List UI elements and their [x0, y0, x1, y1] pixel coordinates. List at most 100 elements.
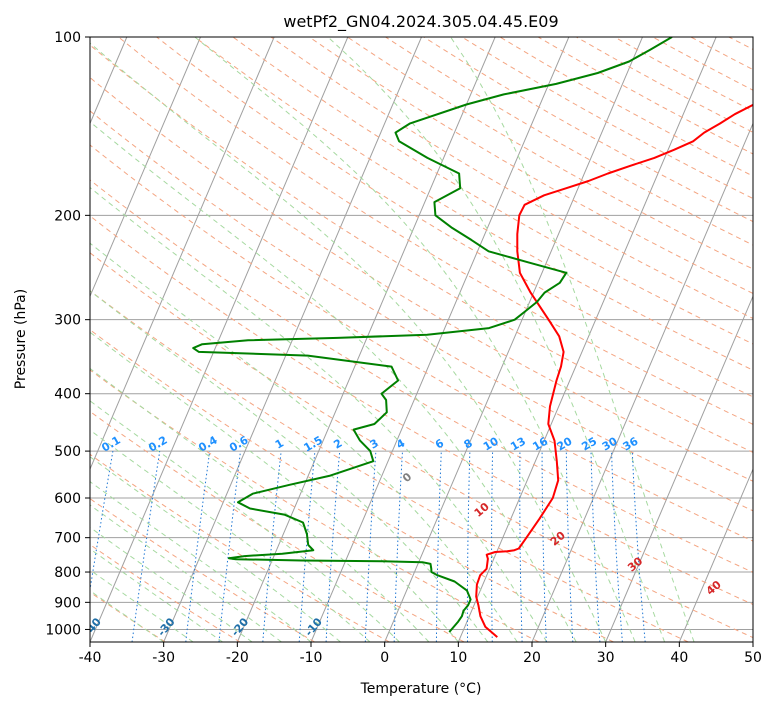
x-tick-label: -30	[152, 650, 175, 666]
dry-adiabat-label: -30	[155, 615, 178, 639]
dry-adiabat	[728, 37, 753, 50]
moist-adiabat	[90, 121, 577, 642]
isotherm	[678, 467, 753, 642]
dry-adiabat	[90, 369, 540, 642]
y-tick-label: 700	[54, 531, 81, 547]
temperature-line	[475, 103, 753, 638]
dry-adiabat	[576, 37, 753, 133]
x-tick-label: 30	[597, 650, 615, 666]
mixing-ratio-line	[298, 451, 316, 642]
moist-adiabat	[90, 400, 400, 642]
x-axis: -40 -30 -20 -10 0 10 20 30 40 50	[79, 642, 762, 666]
y-axis: 100 200 300 400 500 600 700 800 900 1000	[45, 30, 90, 638]
dry-adiabat	[90, 76, 753, 482]
x-axis-label: Temperature (°C)	[360, 681, 482, 697]
moist-adiabat-label: 30	[625, 554, 645, 574]
mixing-ratio-line	[131, 451, 161, 642]
x-tick-label: -40	[79, 650, 102, 666]
y-tick-label: 100	[54, 30, 81, 46]
y-tick-label: 800	[54, 565, 81, 581]
dry-adiabat	[385, 37, 753, 246]
dry-adiabat	[118, 37, 753, 425]
y-axis-label: Pressure (hPa)	[13, 289, 29, 389]
x-tick-label: 20	[523, 650, 541, 666]
dry-adiabat	[423, 37, 753, 223]
x-tick-label: 50	[744, 650, 762, 666]
isotherm	[384, 37, 643, 642]
grid-layer	[90, 37, 753, 642]
dry-adiabat	[90, 329, 614, 642]
dry-adiabat	[90, 215, 753, 606]
mixing-ratio-label: 2	[331, 437, 344, 452]
moist-adiabat	[90, 526, 253, 642]
mixing-ratio-line	[325, 451, 341, 642]
moist-adiabat	[90, 429, 371, 642]
isotherm	[90, 37, 275, 471]
mixing-ratio-line	[466, 451, 471, 642]
mixing-ratio-line	[218, 451, 241, 642]
isotherm	[90, 37, 201, 298]
dry-adiabat	[308, 37, 753, 295]
dry-adiabat	[90, 410, 465, 642]
x-tick-label: -10	[300, 650, 323, 666]
moist-adiabat	[90, 367, 430, 642]
moist-adiabat	[90, 331, 459, 642]
dewpoint-line	[192, 37, 673, 633]
isotherm	[531, 122, 753, 642]
isotherm	[457, 37, 717, 642]
mixing-ratio-line	[364, 451, 377, 642]
y-tick-label: 1000	[45, 622, 81, 638]
x-tick-label: 40	[670, 650, 688, 666]
moist-adiabat	[90, 504, 282, 642]
y-tick-label: 300	[54, 313, 81, 329]
mixing-ratio-line	[491, 451, 494, 642]
mixing-ratio-line	[611, 451, 623, 642]
y-tick-label: 200	[54, 208, 81, 224]
mixing-ratio-line	[565, 451, 574, 642]
moist-adiabat	[90, 589, 164, 642]
dry-adiabat-label: -40	[81, 615, 104, 639]
isotherm	[310, 37, 570, 642]
dry-adiabat	[90, 44, 753, 453]
x-tick-label: 0	[380, 650, 389, 666]
mixing-ratio-line	[262, 451, 282, 642]
chart-title: wetPf2_GN04.2024.305.04.45.E09	[283, 12, 558, 32]
x-tick-label: 10	[449, 650, 467, 666]
dry-adiabat	[90, 543, 241, 642]
isotherm	[752, 640, 753, 642]
y-tick-label: 600	[54, 491, 81, 507]
series-layer	[192, 37, 753, 638]
dry-adiabat-label: -20	[229, 615, 252, 639]
moist-adiabat	[90, 456, 341, 642]
moist-adiabat	[194, 37, 636, 642]
dry-adiabat	[90, 110, 753, 512]
dry-adiabat	[90, 498, 315, 642]
mixing-ratio-line	[90, 451, 114, 593]
moist-adiabat	[90, 42, 607, 642]
mixing-ratio-label: 8	[462, 437, 475, 452]
dry-adiabat	[90, 144, 753, 542]
moist-adiabat	[327, 37, 666, 642]
moist-adiabat	[90, 481, 312, 642]
dry-adiabat	[232, 37, 753, 345]
dry-adiabat-label: -10	[302, 615, 325, 639]
moist-adiabat	[90, 548, 223, 642]
dry-adiabat	[90, 252, 753, 639]
dry-adiabat	[690, 37, 753, 71]
y-tick-label: 900	[54, 595, 81, 611]
mixing-ratio-label: 1	[273, 437, 286, 452]
moist-adiabat	[90, 186, 548, 642]
isotherm	[605, 295, 753, 642]
moist-adiabat-label: 20	[548, 529, 568, 549]
moist-adiabat-label: 10	[472, 500, 492, 520]
dry-adiabat	[90, 179, 753, 573]
x-tick-label: -20	[226, 650, 249, 666]
moist-adiabat-label: 0	[400, 470, 414, 485]
dry-adiabat	[90, 591, 166, 642]
y-tick-label: 400	[54, 387, 81, 403]
dry-adiabat	[194, 37, 753, 371]
moist-adiabat-label: 40	[704, 578, 724, 598]
isotherm	[90, 37, 349, 642]
mixing-ratio-line	[631, 451, 646, 642]
